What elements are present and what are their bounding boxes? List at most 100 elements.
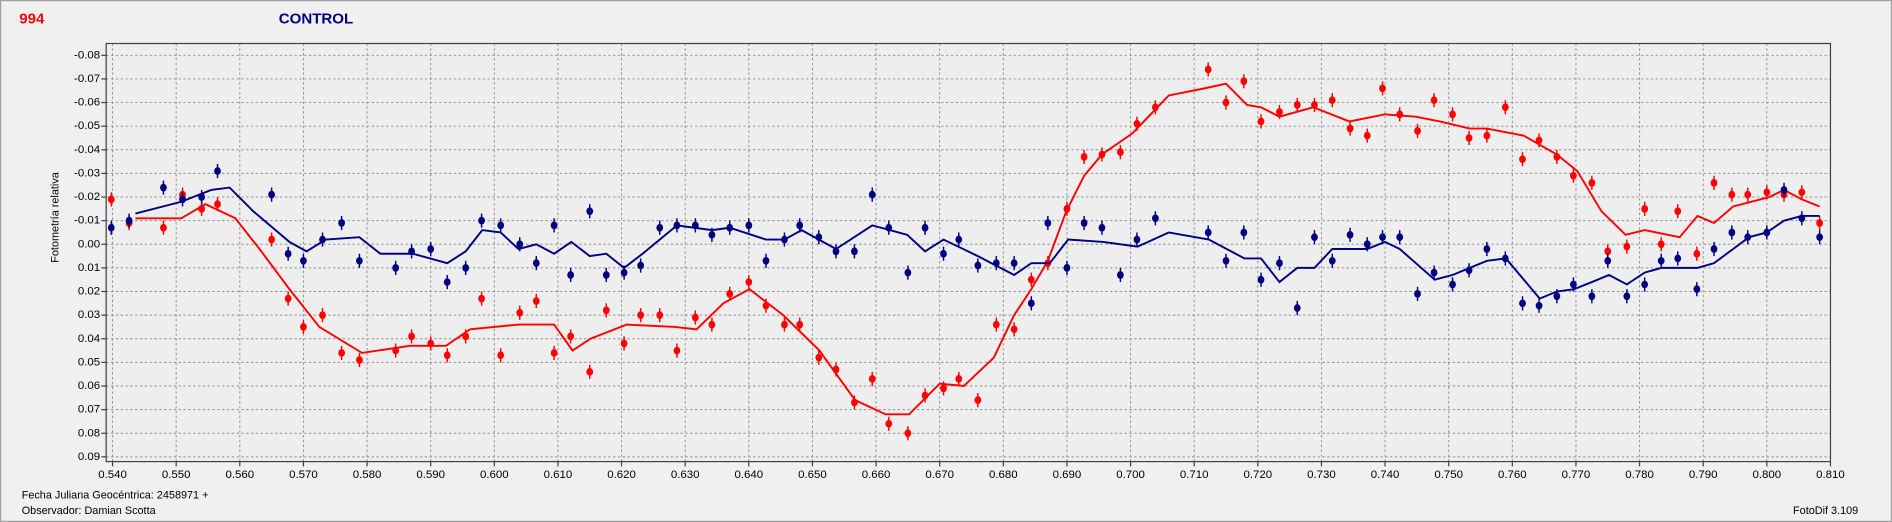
x-tick-label: 0.660	[862, 469, 891, 481]
data-point	[586, 207, 594, 216]
data-point	[1641, 204, 1649, 213]
data-point	[1027, 299, 1035, 308]
data-point	[268, 235, 275, 244]
data-point	[1674, 207, 1682, 216]
data-point	[1763, 228, 1771, 237]
data-point	[620, 268, 628, 277]
data-point	[1204, 228, 1212, 237]
data-point	[1728, 228, 1736, 237]
data-point	[1311, 233, 1318, 242]
x-tick-label: 0.760	[1498, 469, 1527, 481]
data-point	[796, 221, 804, 230]
y-tick-label: 0.07	[78, 404, 100, 416]
data-point	[1240, 77, 1248, 86]
x-tick-label: 0.570	[289, 469, 318, 481]
data-point	[1204, 65, 1212, 74]
data-point	[904, 268, 912, 277]
y-tick-label: -0.05	[74, 120, 100, 132]
data-point	[673, 221, 681, 230]
x-tick-label: 0.750	[1434, 469, 1463, 481]
data-point	[125, 216, 133, 225]
y-tick-label: 0.08	[78, 427, 100, 439]
data-point	[1044, 219, 1052, 227]
x-tick-label: 0.680	[989, 469, 1018, 481]
chart-subtitle: CONTROL	[279, 10, 353, 27]
x-tick-label: 0.560	[225, 469, 254, 481]
x-tick-label: 0.670	[925, 469, 954, 481]
data-point	[1465, 134, 1473, 142]
data-point	[1604, 247, 1612, 256]
data-point	[1710, 245, 1718, 253]
footer-text: FotoDif 3.109	[1793, 505, 1858, 517]
data-point	[1080, 153, 1088, 161]
data-point	[1693, 249, 1701, 258]
data-point	[992, 259, 1000, 268]
data-point	[107, 195, 115, 204]
data-point	[1414, 127, 1421, 135]
data-point	[478, 294, 485, 303]
data-point	[1346, 124, 1354, 133]
data-point	[1222, 98, 1230, 107]
data-point	[319, 311, 326, 320]
data-point	[974, 396, 982, 405]
data-point	[1449, 110, 1456, 119]
plot-border	[105, 42, 1832, 463]
y-tick-label: 0.09	[78, 451, 100, 463]
data-point	[1311, 101, 1318, 109]
data-point	[885, 419, 893, 428]
data-point	[300, 256, 307, 265]
data-point	[1763, 188, 1771, 197]
data-point	[1430, 96, 1438, 105]
marks	[107, 62, 1824, 441]
footer-text: Observador: Damian Scotta	[22, 505, 157, 517]
data-point	[427, 339, 435, 348]
y-tick-label: -0.03	[74, 167, 100, 179]
data-point	[1363, 240, 1371, 249]
data-point	[637, 311, 645, 320]
data-point	[885, 223, 893, 232]
x-tick-label: 0.590	[416, 469, 445, 481]
data-point	[726, 223, 734, 232]
y-tick-label: -0.01	[74, 215, 100, 227]
data-point	[796, 320, 804, 329]
data-point	[1257, 117, 1265, 126]
data-point	[1080, 219, 1088, 227]
data-point	[392, 346, 400, 355]
data-point	[1117, 148, 1124, 157]
data-point	[1152, 214, 1159, 223]
data-point	[781, 235, 788, 244]
data-point	[921, 391, 929, 400]
data-point	[940, 249, 947, 258]
x-tick-label: 0.810	[1816, 469, 1845, 481]
data-point	[992, 320, 1000, 329]
data-point	[1257, 275, 1265, 284]
data-point	[691, 221, 699, 230]
data-point	[427, 245, 435, 253]
data-point	[1293, 101, 1301, 109]
data-point	[550, 349, 558, 357]
chart-title: 994	[19, 10, 45, 27]
data-point	[516, 240, 524, 249]
data-point	[478, 216, 485, 225]
data-point	[904, 429, 912, 438]
data-point	[1641, 280, 1649, 289]
footer-text: Fecha Juliana Geocéntrica: 2458971 +	[22, 489, 209, 501]
data-point	[1396, 110, 1404, 119]
data-point	[955, 235, 963, 244]
trend-line	[135, 186, 1820, 300]
y-tick-label: 0.05	[78, 356, 100, 368]
data-point	[708, 320, 716, 329]
data-point	[1276, 259, 1283, 268]
data-point	[815, 233, 823, 242]
data-point	[974, 261, 982, 270]
data-point	[1501, 254, 1509, 263]
x-tick-label: 0.770	[1562, 469, 1591, 481]
x-tick-label: 0.780	[1625, 469, 1654, 481]
data-point	[214, 167, 221, 175]
data-point	[762, 256, 770, 265]
data-point	[443, 351, 451, 360]
data-point	[1363, 131, 1371, 140]
data-point	[851, 398, 858, 407]
data-point	[602, 306, 610, 315]
